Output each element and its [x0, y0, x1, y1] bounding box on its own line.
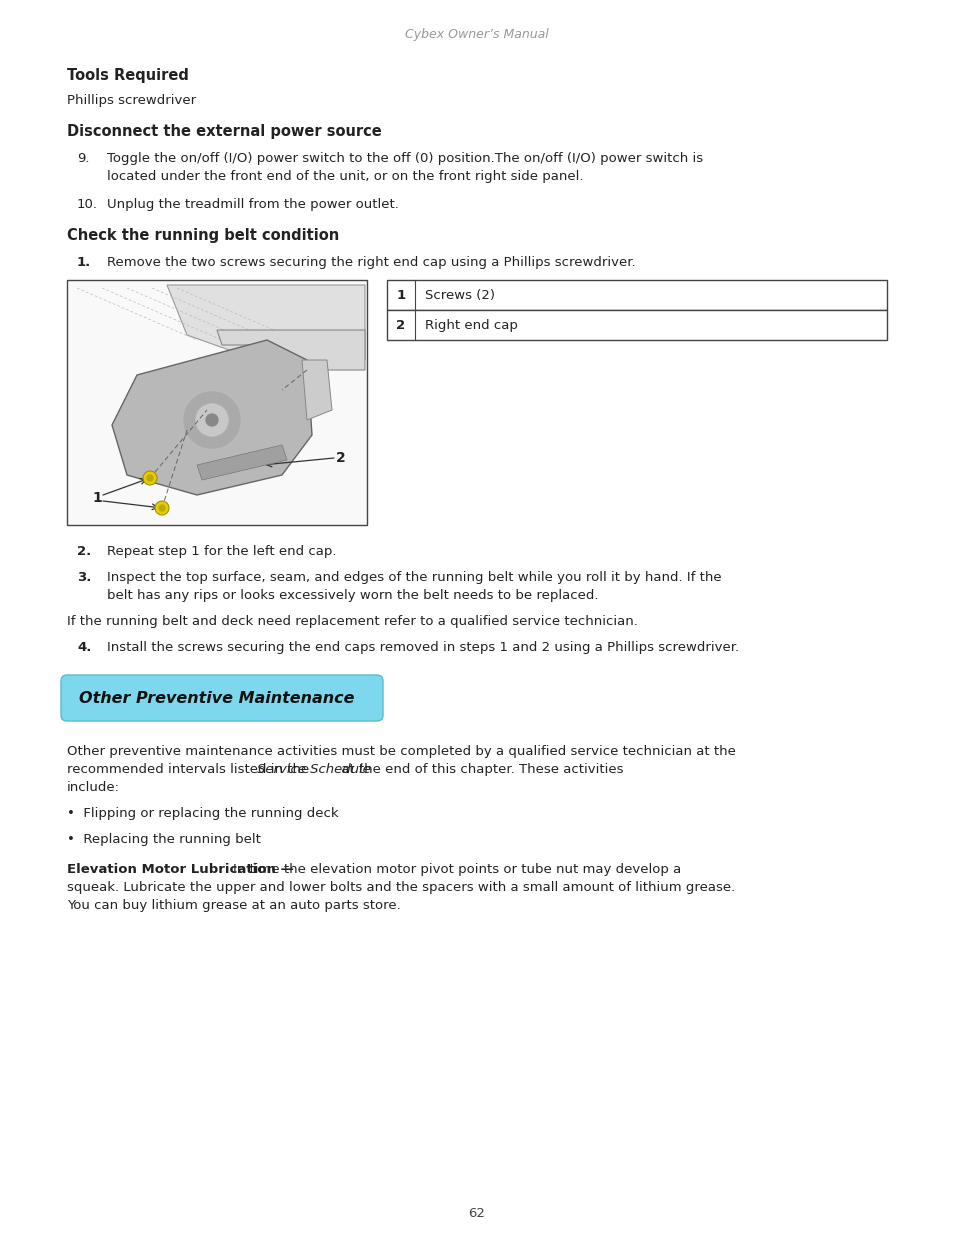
Text: Remove the two screws securing the right end cap using a Phillips screwdriver.: Remove the two screws securing the right… [107, 256, 635, 269]
Polygon shape [216, 330, 365, 370]
Circle shape [154, 501, 169, 515]
Circle shape [184, 391, 240, 448]
Polygon shape [196, 445, 287, 480]
Text: at the end of this chapter. These activities: at the end of this chapter. These activi… [336, 763, 623, 776]
Text: Toggle the on/off (I/O) power switch to the off (0) position.The on/off (I/O) po: Toggle the on/off (I/O) power switch to … [107, 152, 702, 165]
Text: If the running belt and deck need replacement refer to a qualified service techn: If the running belt and deck need replac… [67, 615, 638, 629]
Text: 2: 2 [335, 451, 345, 466]
Text: 1.: 1. [77, 256, 91, 269]
Text: recommended intervals listed in the: recommended intervals listed in the [67, 763, 314, 776]
Text: Other preventive maintenance activities must be completed by a qualified service: Other preventive maintenance activities … [67, 745, 735, 758]
Bar [387, 280, 886, 310]
Bar [67, 280, 367, 525]
Text: 9.: 9. [77, 152, 90, 165]
Text: 1: 1 [396, 289, 405, 301]
Polygon shape [167, 285, 365, 359]
Text: Inspect the top surface, seam, and edges of the running belt while you roll it b: Inspect the top surface, seam, and edges… [107, 571, 720, 584]
Text: Install the screws securing the end caps removed in steps 1 and 2 using a Philli: Install the screws securing the end caps… [107, 641, 739, 655]
Text: 10.: 10. [77, 198, 98, 211]
Text: Check the running belt condition: Check the running belt condition [67, 228, 339, 243]
Bar [387, 310, 886, 340]
Text: Tools Required: Tools Required [67, 68, 189, 83]
Circle shape [147, 475, 152, 480]
Text: 2.: 2. [77, 545, 91, 558]
Text: 2: 2 [396, 319, 405, 331]
Text: located under the front end of the unit, or on the front right side panel.: located under the front end of the unit,… [107, 170, 583, 183]
Text: Unplug the treadmill from the power outlet.: Unplug the treadmill from the power outl… [107, 198, 398, 211]
Text: include:: include: [67, 781, 120, 794]
Polygon shape [112, 340, 312, 495]
Text: 4.: 4. [77, 641, 91, 655]
Circle shape [159, 505, 165, 511]
Text: Cybex Owner’s Manual: Cybex Owner’s Manual [405, 28, 548, 41]
Circle shape [143, 471, 157, 485]
Circle shape [195, 404, 228, 436]
Text: squeak. Lubricate the upper and lower bolts and the spacers with a small amount : squeak. Lubricate the upper and lower bo… [67, 881, 735, 894]
Text: Other Preventive Maintenance: Other Preventive Maintenance [79, 690, 355, 705]
Text: In time the elevation motor pivot points or tube nut may develop a: In time the elevation motor pivot points… [233, 863, 680, 876]
Text: Phillips screwdriver: Phillips screwdriver [67, 94, 196, 107]
Text: Elevation Motor Lubrication —: Elevation Motor Lubrication — [67, 863, 298, 876]
Text: Repeat step 1 for the left end cap.: Repeat step 1 for the left end cap. [107, 545, 336, 558]
Text: 1: 1 [92, 492, 102, 505]
Text: Disconnect the external power source: Disconnect the external power source [67, 124, 381, 140]
Text: 3.: 3. [77, 571, 91, 584]
Text: •  Flipping or replacing the running deck: • Flipping or replacing the running deck [67, 806, 338, 820]
Text: belt has any rips or looks excessively worn the belt needs to be replaced.: belt has any rips or looks excessively w… [107, 589, 598, 601]
Text: •  Replacing the running belt: • Replacing the running belt [67, 832, 260, 846]
Text: You can buy lithium grease at an auto parts store.: You can buy lithium grease at an auto pa… [67, 899, 400, 911]
Circle shape [206, 414, 218, 426]
Text: 62: 62 [468, 1207, 485, 1220]
Text: Screws (2): Screws (2) [424, 289, 495, 301]
Polygon shape [302, 359, 332, 420]
FancyBboxPatch shape [61, 676, 382, 721]
Text: Service Schedule: Service Schedule [256, 763, 371, 776]
Text: Right end cap: Right end cap [424, 319, 517, 331]
